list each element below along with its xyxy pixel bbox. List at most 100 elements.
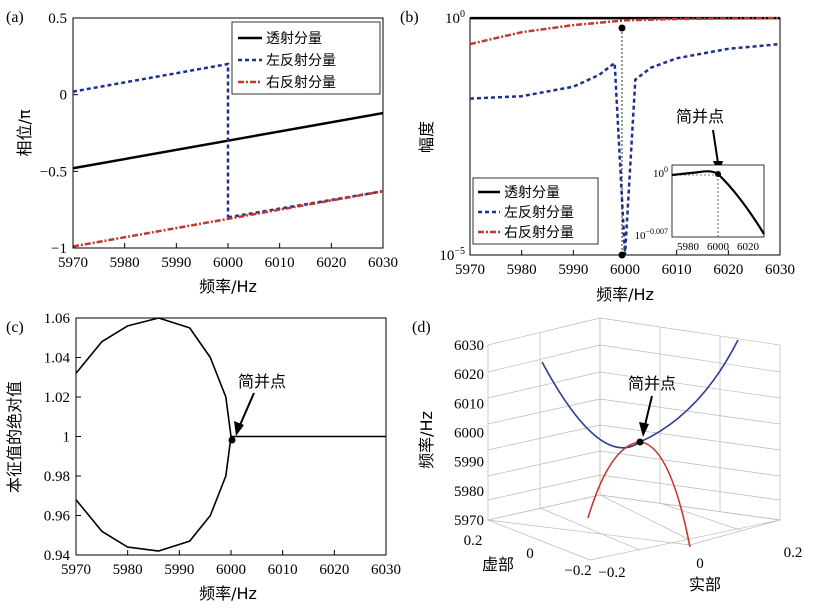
panel-c-series-0: [75, 317, 232, 437]
d-imag-tick-0: 0.2: [464, 533, 483, 549]
d-front-right-edge: [589, 519, 781, 561]
panel-d-degenerate-point: [636, 438, 644, 446]
inset-ytick-bottom: 10−0.007: [634, 227, 668, 242]
panel-d-ylabel: 虚部: [482, 555, 514, 574]
panel-a-xlabel: 频率/Hz: [199, 277, 257, 296]
legend-b-entry-0: 透射分量: [504, 185, 560, 201]
panel-c-xlabel: 频率/Hz: [199, 584, 257, 603]
panel-b-xtick-6: 6030: [765, 262, 795, 278]
panel-c-xtick-5: 6020: [319, 562, 349, 578]
panel-d-annotation: 简并点: [628, 374, 676, 393]
d-grid-l1: [487, 344, 601, 373]
panel-b-xtick-3: 6000: [610, 262, 640, 278]
panel-c-xtick-3: 6000: [216, 562, 246, 578]
panel-a-xtick-1: 5980: [110, 255, 140, 271]
panel-d: (d): [412, 317, 803, 594]
panel-d-ztick-6: 5970: [454, 513, 484, 529]
panel-b-xtick-2: 5990: [558, 262, 588, 278]
panel-a: (a) 5970 5980 5990 6000 6010 6020 6030 0.5 0 −0.…: [6, 9, 398, 296]
d-grid-r2: [599, 371, 781, 399]
panel-a-legend-box: [231, 21, 381, 95]
panel-a-ytick-2: −0.5: [40, 164, 67, 180]
panel-b-ytick-bottom: 10−5: [439, 246, 465, 264]
d-floor-grid-1: [539, 507, 641, 551]
d-grid-l6: [487, 474, 601, 501]
panel-b-top-point: [618, 24, 626, 32]
panel-a-ylabel: 相位/π: [15, 109, 34, 156]
panel-c-ytick-4: 0.98: [44, 469, 70, 485]
panel-a-series-2: [72, 190, 384, 248]
d-left-wall: [487, 317, 601, 521]
d-grid-r1: [599, 344, 781, 373]
legend-a-entry-0: 透射分量: [266, 31, 322, 47]
panel-a-label: (a): [6, 9, 24, 26]
d-floor-grid-3: [659, 502, 741, 531]
panel-c-ytick-2: 1.02: [44, 390, 70, 406]
panel-c-ylabel: 本征值的绝对值: [5, 381, 24, 493]
panel-c-ytick-0: 1.06: [44, 311, 71, 327]
panel-d-box: [487, 317, 781, 561]
d-imag-tick-2: −0.2: [564, 563, 591, 579]
panel-a-xtick-4: 6010: [265, 255, 295, 271]
panel-d-ztick-5: 5980: [454, 484, 484, 500]
d-grid-l4: [487, 424, 601, 451]
panel-c-xtick-1: 5980: [113, 562, 143, 578]
d-grid-r4: [599, 424, 781, 451]
inset-xtick-1: 6000: [707, 241, 730, 253]
panel-d-arrowhead: [639, 422, 649, 437]
panel-d-arrow: [644, 395, 653, 426]
panel-d-ztick-1: 6020: [454, 367, 484, 383]
panel-b-xlabel: 频率/Hz: [596, 285, 654, 304]
d-real-tick-1: 0: [696, 556, 704, 572]
panel-c-arrow: [239, 392, 255, 426]
panel-a-legend: 透射分量 左反射分量 右反射分量: [231, 21, 381, 95]
panel-a-ytick-1: 0: [60, 88, 68, 104]
d-real-tick-2: 0.2: [784, 545, 803, 561]
panel-b-annotation: 简并点: [676, 107, 724, 126]
panel-c-xtick-2: 5990: [164, 562, 194, 578]
d-grid-r6: [599, 474, 781, 501]
d-imag-tick-1: 0: [526, 546, 534, 562]
panel-a-ytick-3: −1: [51, 241, 67, 257]
panel-b-bottom-point: [618, 251, 626, 259]
inset-point: [715, 171, 721, 177]
d-floor-grid-2: [599, 494, 691, 541]
panel-c-xtick-4: 6010: [268, 562, 298, 578]
d-grid-l2: [487, 371, 601, 399]
inset-xtick-2: 6020: [737, 241, 760, 253]
panel-c-xtick-6: 6030: [371, 562, 401, 578]
panel-a-xtick-3: 6000: [213, 255, 243, 271]
inset-ytick-top: 100: [653, 165, 668, 180]
panel-d-lower-branch: [587, 441, 691, 548]
panel-c-ytick-3: 1: [63, 430, 71, 446]
d-right-wall: [599, 317, 781, 521]
panel-a-series-1: [72, 62, 230, 218]
panel-b-label: (b): [400, 9, 419, 26]
panel-c-ytick-5: 0.96: [44, 509, 71, 525]
panel-c-series-1: [75, 436, 232, 552]
panel-b-xtick-4: 6010: [662, 262, 692, 278]
d-real-tick-0: −0.2: [598, 565, 625, 581]
panel-c-ytick-1: 1.04: [44, 351, 71, 367]
panel-b-arrow: [712, 129, 719, 164]
panel-c: (c) 5970 5980 5990 6000 6010 6020 6030 1.06 1.0…: [5, 311, 401, 603]
panel-a-xtick-0: 5970: [58, 255, 88, 271]
panel-d-ztick-0: 6030: [454, 338, 484, 354]
d-grid-r5: [599, 450, 781, 477]
d-grid-r3: [599, 398, 781, 425]
panel-b-xtick-5: 6020: [713, 262, 743, 278]
panel-d-label: (d): [412, 319, 431, 336]
panel-c-arrowhead: [234, 421, 244, 436]
legend-b-entry-2: 右反射分量: [504, 225, 574, 241]
panel-d-ztick-2: 6010: [454, 396, 484, 412]
panel-c-xtick-0: 5970: [61, 562, 91, 578]
d-grid-l3: [487, 398, 601, 425]
panel-b-ytick-top: 100: [445, 9, 465, 27]
d-front-left-edge: [487, 519, 591, 561]
legend-b-entry-1: 左反射分量: [504, 205, 574, 221]
panel-d-zlabel: 频率/Hz: [417, 411, 436, 469]
panel-b-inset: 100 10−0.007 5980 6000 6020: [634, 164, 765, 253]
panel-a-ytick-0: 0.5: [48, 11, 67, 27]
panel-b-legend: 透射分量 左反射分量 右反射分量: [472, 177, 599, 245]
